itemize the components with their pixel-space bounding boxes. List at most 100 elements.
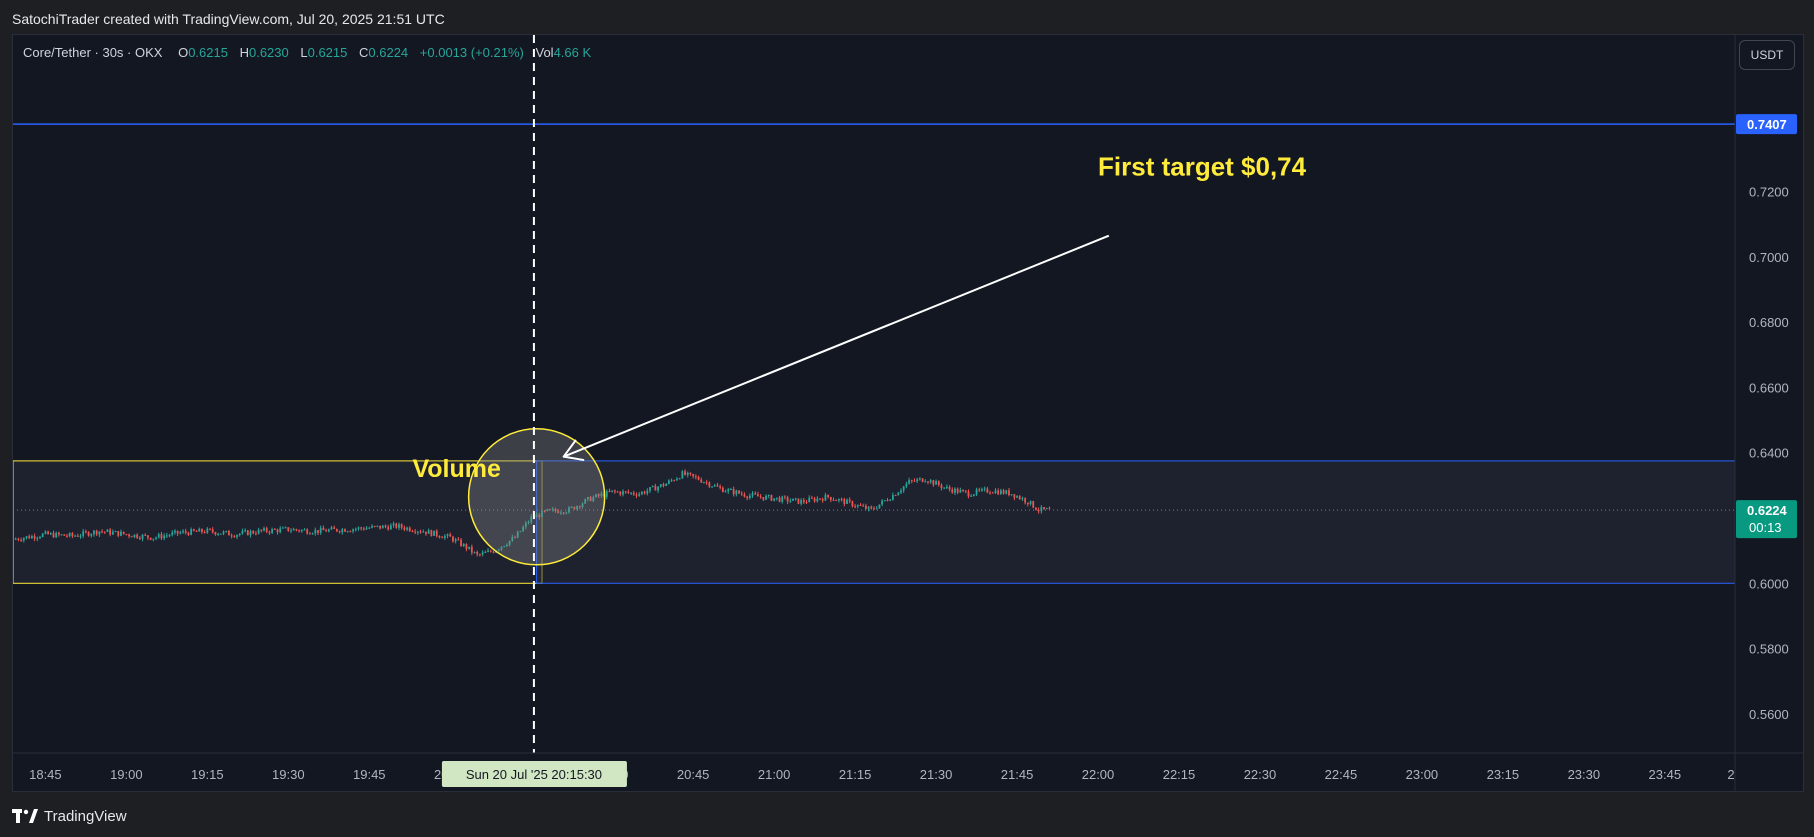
candle-body <box>125 534 128 536</box>
candle-body <box>624 491 627 493</box>
candle-body <box>589 497 592 501</box>
candle-body <box>400 524 403 528</box>
candle-body <box>101 531 103 533</box>
candle-body <box>954 488 956 493</box>
candle-body <box>775 497 778 499</box>
candle-body <box>746 496 749 499</box>
candle-body <box>948 487 951 490</box>
candle-body <box>214 532 217 535</box>
candle-body <box>576 506 579 510</box>
candle-body <box>241 531 244 534</box>
time-tick-label: 22:00 <box>1082 767 1115 782</box>
candle-body <box>497 549 500 551</box>
candle-body <box>66 535 68 537</box>
candle-body <box>894 495 897 497</box>
candle-body <box>808 497 811 503</box>
candle-body <box>832 499 835 501</box>
low-value: 0.6215 <box>307 45 348 60</box>
volume-circle <box>467 428 606 566</box>
currency-button[interactable]: USDT <box>1739 40 1795 70</box>
candle-body <box>284 527 287 529</box>
candle-body <box>147 535 149 538</box>
candle-body <box>292 529 295 531</box>
candle-body <box>419 531 422 533</box>
candle-body <box>600 493 603 496</box>
candle-body <box>233 536 236 538</box>
candle-body <box>964 490 967 492</box>
candle-body <box>549 509 552 511</box>
candle-body <box>762 497 765 500</box>
price-chart[interactable]: First target $0,74Volume0.76000.72000.70… <box>13 35 1803 791</box>
candle-body <box>435 530 438 536</box>
candle-body <box>230 535 233 537</box>
candle-body <box>506 544 508 547</box>
candle-body <box>17 538 20 540</box>
candle-body <box>951 489 954 493</box>
candle-body <box>721 487 724 493</box>
time-tick-label: 22:30 <box>1244 767 1277 782</box>
candle-body <box>41 533 44 537</box>
candle-body <box>881 500 883 505</box>
candle-body <box>962 490 964 492</box>
candle-body <box>824 494 827 501</box>
candle-body <box>916 479 919 482</box>
candle-body <box>638 494 641 496</box>
candle-body <box>859 505 862 507</box>
candle-body <box>970 495 973 497</box>
candle-body <box>460 539 462 547</box>
candle-body <box>136 534 139 538</box>
time-tick-label: 18:45 <box>29 767 62 782</box>
high-value: 0.6230 <box>248 45 289 60</box>
candle-body <box>703 482 705 484</box>
candle-body <box>819 498 821 500</box>
tradingview-brand[interactable]: TradingView <box>12 806 127 826</box>
candle-body <box>516 531 519 538</box>
candle-body <box>360 527 363 529</box>
candle-body <box>379 525 381 529</box>
candle-body <box>805 502 808 504</box>
candle-body <box>438 535 441 538</box>
candle-body <box>697 476 700 480</box>
candle-body <box>651 485 654 488</box>
candle-body <box>219 533 222 535</box>
chart-panel[interactable]: First target $0,74Volume0.76000.72000.70… <box>12 34 1804 792</box>
candle-body <box>781 496 784 502</box>
candle-body <box>368 527 371 529</box>
candle-body <box>55 532 58 538</box>
symbol-label[interactable]: Core/Tether · 30s · OKX <box>23 45 163 60</box>
candle-body <box>595 494 597 498</box>
candle-body <box>109 529 112 535</box>
candle-body <box>886 500 889 502</box>
candle-body <box>103 531 106 533</box>
candle-body <box>155 537 157 539</box>
candle-body <box>630 492 632 494</box>
candle-body <box>543 510 546 512</box>
time-tick-label: 21:45 <box>1001 767 1034 782</box>
candle-body <box>84 531 87 533</box>
candle-body <box>217 533 220 535</box>
candle-body <box>98 531 101 535</box>
candle-body <box>446 534 449 536</box>
candle-body <box>57 532 60 535</box>
candle-body <box>389 525 392 530</box>
candle-body <box>508 540 511 545</box>
candle-body <box>14 538 17 540</box>
candle-body <box>1010 494 1013 496</box>
candle-body <box>314 530 317 534</box>
candle-body <box>541 510 543 518</box>
crosshair-time-tag <box>441 761 627 787</box>
candle-body <box>462 544 465 547</box>
candle-body <box>22 538 25 541</box>
candle-body <box>79 535 82 537</box>
candle-body <box>33 536 36 539</box>
candle-body <box>160 534 163 539</box>
candle-body <box>565 512 568 514</box>
candle-body <box>503 546 506 548</box>
time-tick-label: 19:45 <box>353 767 386 782</box>
candle-body <box>330 527 333 530</box>
candle-body <box>1029 500 1032 505</box>
candle-body <box>381 525 384 529</box>
candle-body <box>1040 507 1043 512</box>
candle-body <box>797 498 800 504</box>
range-box-2 <box>536 460 1736 584</box>
